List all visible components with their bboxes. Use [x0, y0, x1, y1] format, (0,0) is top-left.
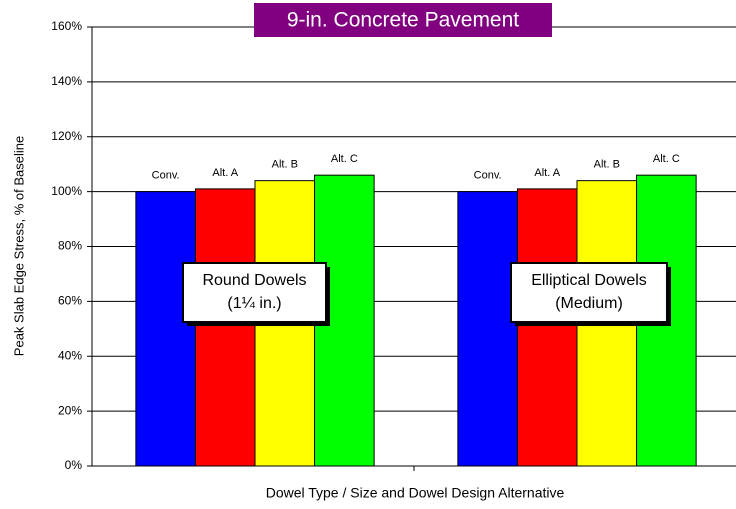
y-tick-label: 140%	[51, 74, 82, 88]
annotation-text: Elliptical Dowels	[531, 272, 647, 289]
bar	[194, 188, 256, 467]
chart-title: 9-in. Concrete Pavement	[287, 9, 519, 32]
annotation-box	[182, 262, 327, 323]
x-axis-label: Dowel Type / Size and Dowel Design Alter…	[266, 485, 565, 501]
title-background	[254, 3, 552, 37]
y-tick-label: 160%	[51, 19, 82, 33]
y-tick-label: 80%	[58, 239, 82, 253]
y-axis-label: Peak Slab Edge Stress, % of Baseline	[11, 136, 26, 356]
bar-label: Alt. C	[653, 153, 680, 165]
bar-label: Alt. A	[212, 167, 238, 179]
bar	[516, 188, 578, 467]
y-tick-label: 120%	[51, 129, 82, 143]
annotation-box	[510, 262, 668, 323]
y-tick-label: 60%	[58, 294, 82, 308]
bar-label: Conv.	[474, 170, 502, 182]
annotation-text: (Medium)	[555, 295, 623, 312]
y-tick-label: 40%	[58, 348, 82, 362]
y-tick-label: 100%	[51, 184, 82, 198]
bar-label: Alt. A	[534, 167, 560, 179]
bar	[457, 191, 518, 467]
bar	[135, 191, 196, 467]
annotation-text: (1¼ in.)	[227, 295, 281, 312]
bar-label: Conv.	[152, 170, 180, 182]
bar-label: Alt. B	[272, 159, 298, 171]
bar-label: Alt. C	[331, 153, 358, 165]
bar-label: Alt. B	[594, 159, 620, 171]
y-tick-label: 20%	[58, 403, 82, 417]
y-tick-label: 0%	[65, 458, 83, 472]
annotation-text: Round Dowels	[202, 272, 306, 289]
